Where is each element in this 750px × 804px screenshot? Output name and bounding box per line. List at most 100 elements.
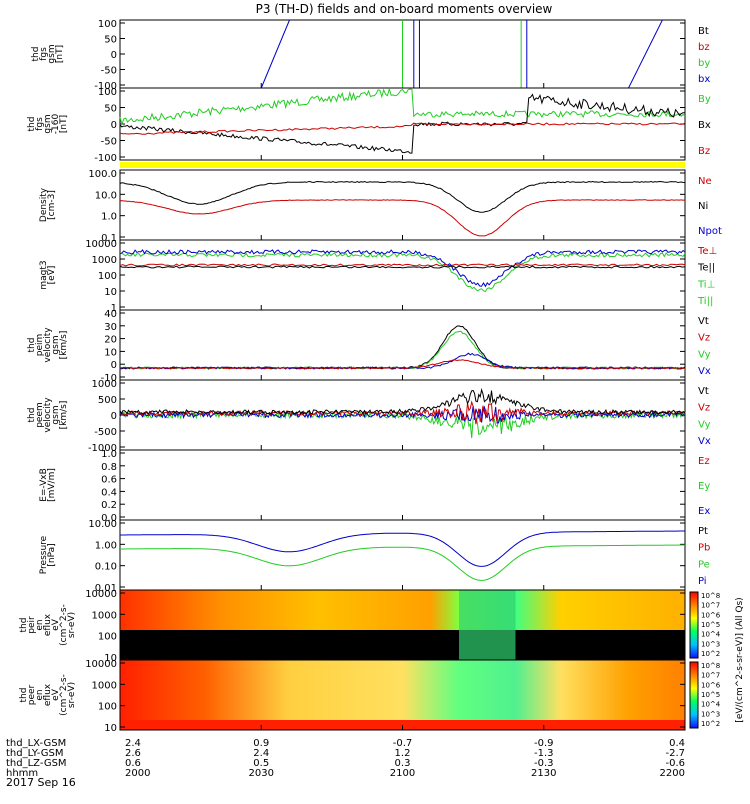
legend-Vy: Vy: [698, 419, 711, 430]
ytick-label: 0.1: [101, 233, 117, 244]
ytick-label: 1000: [92, 610, 117, 621]
ephem-value: -0.7: [393, 738, 413, 749]
series-By: [119, 87, 686, 126]
ytick-label: 0.0: [101, 513, 117, 524]
ylabel-line: eV: [51, 688, 61, 701]
legend-Bz: Bz: [698, 146, 710, 157]
ephem-value: 0.6: [125, 758, 141, 769]
ephem-row-label: hhmm: [6, 768, 38, 779]
ytick-label: 100: [98, 632, 117, 643]
ylabel-line: eflux: [43, 683, 53, 706]
data-quality-bar: [120, 162, 685, 168]
ytick-label: -50: [101, 66, 117, 77]
series-group: [119, 249, 686, 293]
panel-ion_spectrogram: 10000 1000 100 10 thdpeirenefluxeV(cm^2-s-sr…: [19, 589, 686, 664]
ylabel-line: (cm^2-s-: [59, 604, 69, 646]
ephem-row-label: thd_LX-GSM: [6, 738, 66, 749]
ytick-label: 1000: [92, 379, 117, 390]
legend-Vz: Vz: [698, 403, 710, 414]
ytick-label: 1.00: [95, 540, 117, 551]
ylabel-line: [km/s]: [59, 401, 69, 430]
ylabel-line: gsm: [47, 44, 57, 63]
ephem-value: 2.4: [253, 748, 269, 759]
ylabel-line: velocity: [43, 397, 53, 433]
legend-Ne: Ne: [698, 176, 712, 187]
panel-electron_spectrogram: 10000 1000 100 10 thdpeerenefluxeV(cm^2-s-sr…: [19, 659, 686, 734]
spectrogram-band: [459, 590, 516, 660]
ylabel-line: (cm^2-s-: [59, 674, 69, 716]
legend-Pi: Pi: [698, 576, 707, 587]
ephem-value: -2.7: [665, 748, 685, 759]
ephem-value: 0.9: [253, 738, 269, 749]
panel-frame: [119, 309, 686, 381]
ephem-value: -0.6: [665, 758, 685, 769]
panel-efield: 1.0 0.8 0.60.4 0.2 0.0 E=-VxB[mV/m] Ez Ey Ex: [39, 449, 710, 524]
ytick-label: -10: [101, 373, 117, 384]
ephem-value: 2100: [390, 768, 415, 779]
ylabel-line: -160: [51, 114, 61, 135]
date-label: 2017 Sep 16: [6, 776, 76, 789]
colorbar-tick: 10^4: [701, 701, 721, 709]
ytick-label: 10: [104, 347, 117, 358]
series-Pe: [120, 544, 685, 581]
ytick-label: 0.8: [101, 462, 117, 473]
colorbar-tick: 10^5: [701, 691, 720, 699]
ylabel-line: sr-eV): [67, 682, 77, 708]
colorbar-tick: 10^8: [701, 592, 720, 600]
colorbar-tick: 10^2: [701, 650, 720, 658]
ylabel-line: thd: [27, 338, 37, 353]
ephem-value: 0.3: [395, 758, 411, 769]
legend-Vt: Vt: [698, 316, 709, 327]
ytick-label: 30: [104, 322, 117, 333]
ylabel-line: thd: [27, 408, 37, 423]
panel-frame: [119, 449, 686, 521]
ylabel-line: fgs: [35, 117, 45, 131]
ylabel-line: thd: [19, 618, 29, 633]
ytick-label: 10000: [85, 589, 117, 600]
ephem-row-label: thd_LZ-GSM: [6, 758, 67, 769]
ylabel-line: Density: [39, 187, 49, 222]
panel-pressure: 10.00 1.00 0.10 0.01 Pressure[nPa] Pt Pb Pe Pi: [39, 519, 710, 594]
ylabel-line: [cm-3]: [47, 190, 57, 220]
series-group: [120, 530, 685, 581]
ylabel-line: peem: [35, 402, 45, 428]
ytick-label: 0.2: [101, 500, 117, 511]
ytick-label: 10.0: [95, 190, 117, 201]
ytick-label: -500: [94, 427, 117, 438]
ylabel-line: eV: [51, 618, 61, 631]
ytick-label: -100: [94, 153, 117, 164]
ytick-label: -50: [101, 137, 117, 148]
legend-By: By: [698, 94, 711, 105]
ylabel-line: [nT]: [59, 115, 69, 133]
ylabel-line: [mV/m]: [47, 468, 57, 502]
series-Tepar: [119, 265, 686, 269]
legend-bx: bx: [698, 74, 710, 85]
ylabel-line: fgs: [39, 47, 49, 61]
series-Vx: [119, 405, 686, 424]
ytick-label: 0.6: [101, 475, 117, 486]
ytick-label: 10: [104, 723, 117, 734]
colorbar-tick: 10^2: [701, 720, 720, 728]
ephem-value: 2000: [125, 768, 150, 779]
ytick-label: 500: [98, 395, 117, 406]
ylabel-line: eflux: [43, 613, 53, 636]
ytick-label: 1000: [92, 680, 117, 691]
ephem-value: -0.3: [534, 758, 554, 769]
colorbar: 10^810^710^610^510^410^310^210^810^710^6…: [689, 591, 745, 729]
ytick-label: 10: [104, 287, 117, 298]
ephem-value: 0.4: [669, 738, 685, 749]
series-Ni: [119, 180, 686, 213]
colorbar-strip: [689, 661, 699, 729]
legend-Ti⊥: Ti⊥: [697, 279, 715, 290]
ytick-label: 0: [111, 50, 117, 61]
series-Teperp: [119, 263, 686, 267]
ephem-value: -0.9: [534, 738, 554, 749]
panel-density: 100.0 10.0 1.0 0.1 Density[cm-3] Ne Ni Npot: [39, 169, 722, 244]
series-group: [119, 87, 686, 154]
legend-Vz: Vz: [698, 333, 710, 344]
series-group: [119, 387, 686, 439]
panel-electron_velocity: 1000 500 0 -500 -1000 thdpeemvelocitygsm[km/s…: [27, 379, 711, 454]
